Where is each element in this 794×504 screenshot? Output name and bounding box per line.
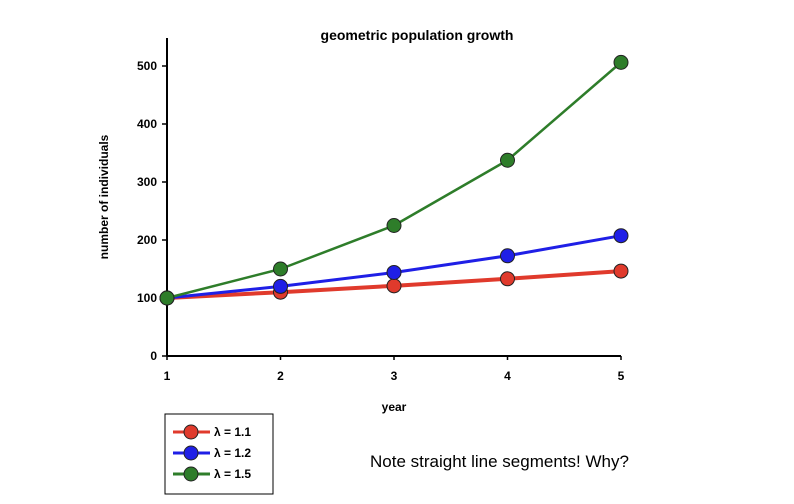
y-tick-label: 200	[137, 233, 157, 247]
axes	[166, 38, 621, 357]
data-point	[386, 218, 402, 233]
legend-swatch-marker	[183, 466, 199, 482]
legend: λ = 1.1 λ = 1.2 λ = 1.5	[164, 413, 274, 495]
data-point	[386, 264, 402, 280]
legend-label: λ = 1.5	[214, 467, 251, 481]
y-tick-label: 0	[150, 349, 157, 363]
data-point	[500, 271, 515, 287]
data-point	[159, 290, 175, 306]
data-point	[500, 152, 515, 168]
y-tick-label: 100	[137, 291, 157, 305]
x-tick-label: 3	[391, 369, 398, 383]
data-point	[500, 248, 515, 264]
data-point	[273, 261, 288, 277]
y-tick-label: 300	[137, 175, 157, 189]
data-point	[613, 54, 629, 70]
data-point	[613, 228, 629, 244]
data-point	[613, 263, 629, 279]
legend-item: λ = 1.5	[173, 466, 251, 482]
series-line	[166, 61, 622, 300]
legend-swatch-marker	[183, 424, 199, 440]
legend-label: λ = 1.1	[214, 425, 251, 439]
legend-label: λ = 1.2	[214, 446, 251, 460]
y-axis-label: number of individuals	[97, 134, 111, 259]
data-point	[273, 278, 288, 294]
x-tick-label: 2	[277, 369, 284, 383]
legend-item: λ = 1.2	[173, 445, 251, 461]
y-tick-label: 500	[137, 59, 157, 73]
data-point	[386, 278, 402, 294]
note-text: Note straight line segments! Why?	[370, 452, 629, 471]
y-ticks: 0 100 200 300 400 500	[137, 59, 167, 363]
legend-swatch-marker	[183, 445, 199, 461]
chart-title: geometric population growth	[321, 27, 514, 43]
legend-item: λ = 1.1	[173, 424, 251, 440]
x-ticks: 1 2 3 4 5	[164, 356, 625, 383]
x-tick-label: 5	[618, 369, 625, 383]
x-tick-label: 4	[504, 369, 511, 383]
y-tick-label: 400	[137, 117, 157, 131]
series-layer	[159, 54, 629, 306]
x-axis-label: year	[382, 400, 407, 414]
series-3	[159, 54, 629, 306]
x-tick-label: 1	[164, 369, 171, 383]
